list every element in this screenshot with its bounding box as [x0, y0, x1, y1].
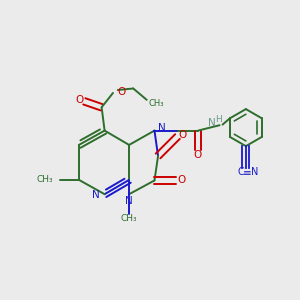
Text: O: O: [178, 130, 186, 140]
Text: CH₃: CH₃: [148, 99, 164, 108]
Text: N: N: [208, 118, 215, 128]
Text: N: N: [158, 123, 166, 133]
Text: H: H: [215, 115, 221, 124]
Text: O: O: [194, 150, 202, 161]
Text: N: N: [251, 167, 259, 177]
Text: N: N: [125, 196, 133, 206]
Text: CH₃: CH₃: [121, 214, 137, 224]
Text: C: C: [238, 167, 244, 177]
Text: ≡: ≡: [243, 168, 252, 178]
Text: CH₃: CH₃: [37, 176, 53, 184]
Text: N: N: [92, 190, 100, 200]
Text: O: O: [118, 87, 126, 97]
Text: O: O: [177, 176, 185, 185]
Text: O: O: [75, 94, 83, 104]
